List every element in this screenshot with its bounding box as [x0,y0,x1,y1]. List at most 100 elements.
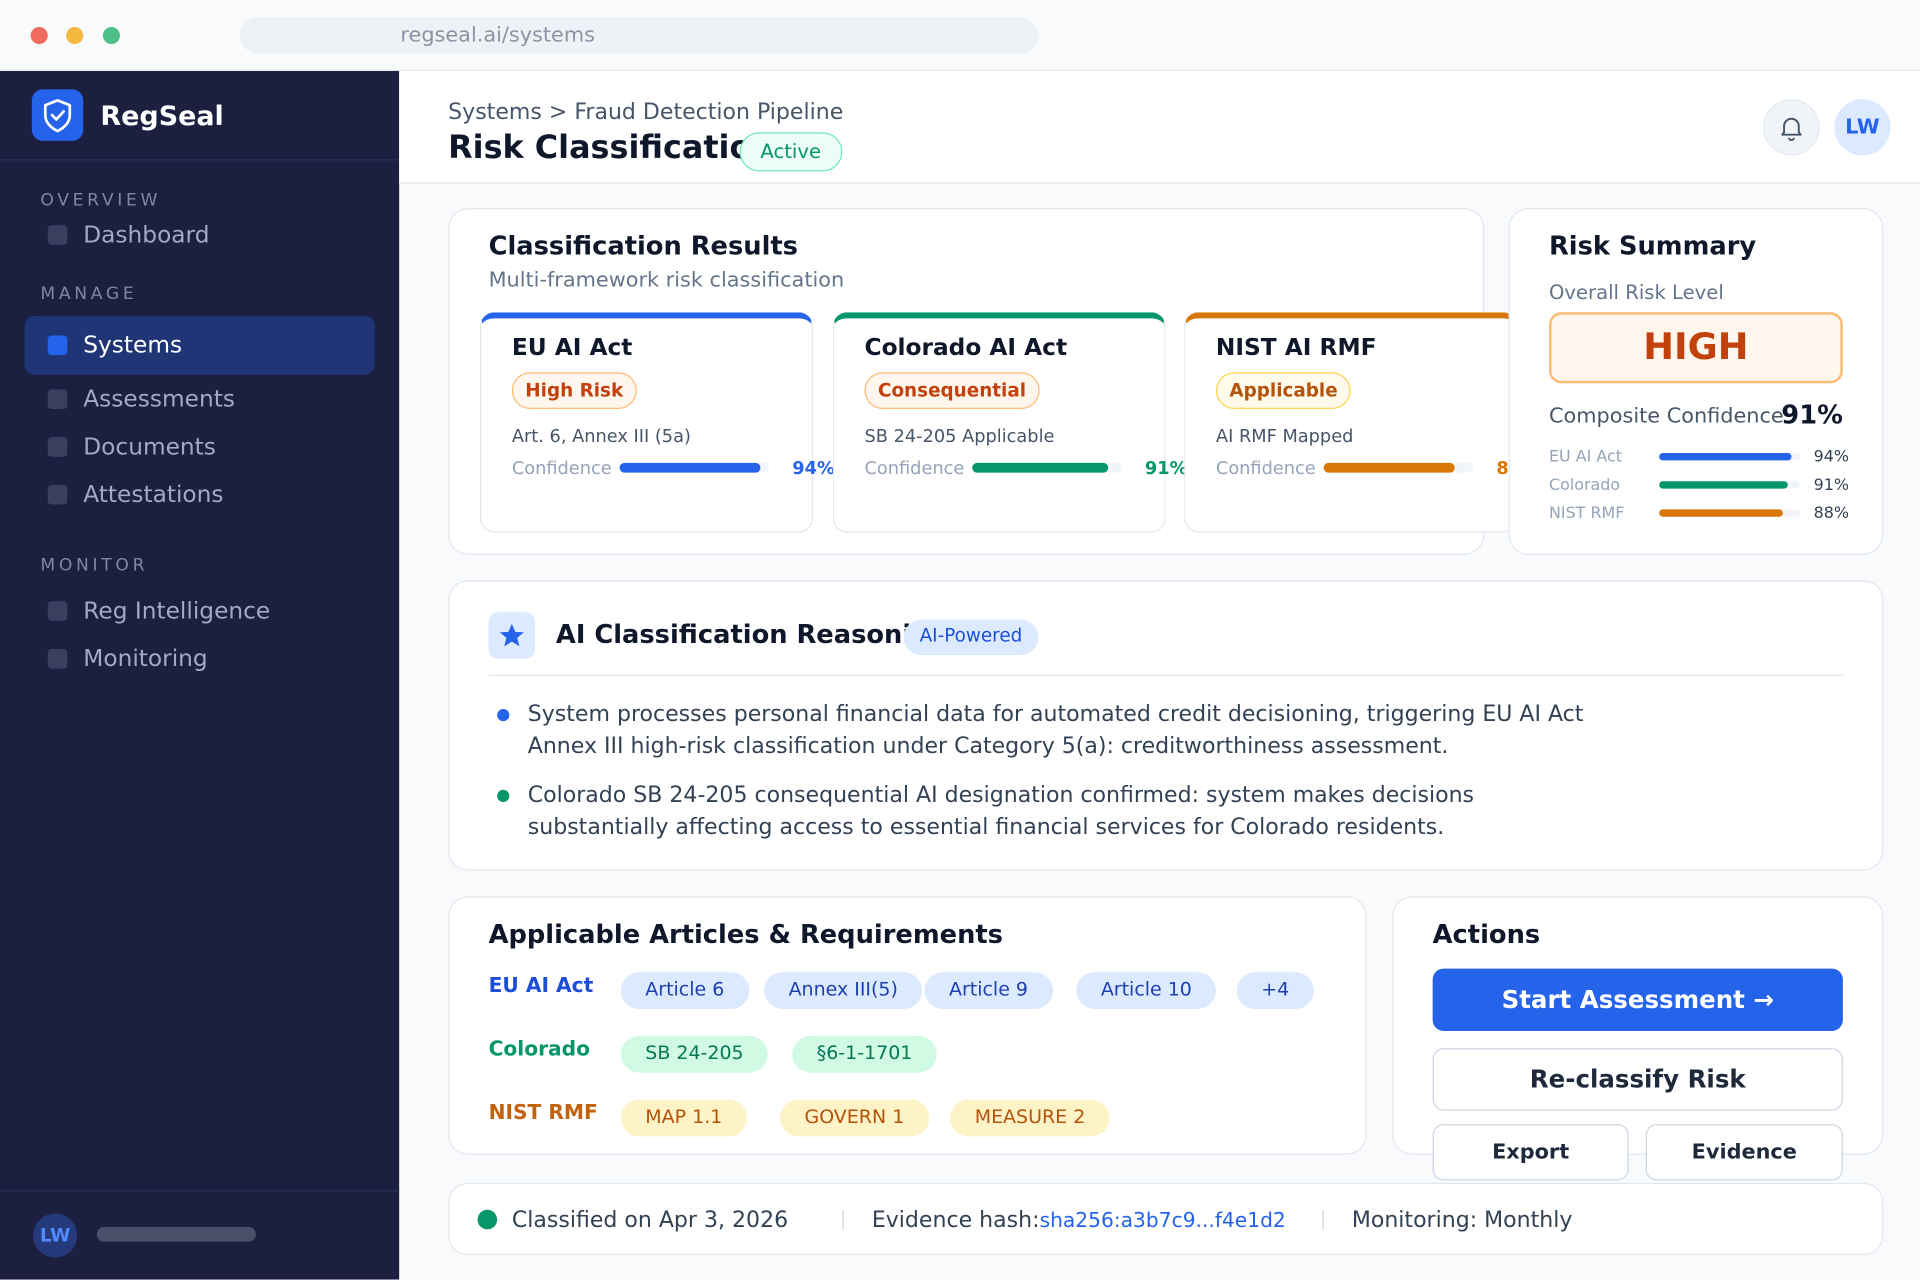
brand-name: RegSeal [100,101,224,132]
nav-item[interactable]: Monitoring [83,644,208,672]
nav-item[interactable]: Dashboard [83,221,210,248]
framework-badge: Applicable [1215,372,1352,409]
card-subtitle: Multi-framework risk classification [488,268,845,293]
primary-button-label[interactable]: Start Assessment → [1501,984,1774,1014]
requirement-tag[interactable]: Article 10 [1076,972,1217,1009]
requirement-tag[interactable]: Article 9 [924,972,1053,1009]
confidence-bar [619,462,761,473]
requirement-tag[interactable]: SB 24-205 [620,1035,769,1073]
composite-label: Composite Confidence [1548,404,1784,429]
sidebar-divider [0,1190,400,1192]
requirement-tag[interactable]: §6-1-1701 [792,1035,937,1073]
confidence-bar [1323,462,1456,473]
avatar[interactable] [1834,99,1891,156]
summary-row-value: 91% [1813,476,1849,495]
framework-name: EU AI Act [511,333,633,361]
nav-section-label: OVERVIEW [40,191,162,211]
export-button-label[interactable]: Export [1492,1140,1570,1165]
user-initials: LW [39,1223,71,1246]
separator [842,1209,844,1230]
nav-item[interactable]: Documents [83,432,216,460]
primary-button[interactable] [1432,968,1843,1032]
confidence-bar [972,462,1109,473]
nav-icon [47,225,68,245]
evidence-button-label[interactable]: Evidence [1691,1140,1797,1165]
summary-row-value: 88% [1813,504,1849,523]
nav-section-label: MANAGE [40,284,138,304]
confidence-label: Confidence [1215,459,1316,479]
framework-badge: High Risk [511,372,637,409]
breadcrumb: Systems > Fraud Detection Pipeline [448,98,844,125]
hash-label: Evidence hash: [871,1206,1040,1233]
requirement-tag[interactable]: +4 [1236,972,1314,1009]
secondary-button[interactable] [1432,1048,1843,1111]
summary-row-name: Colorado [1548,476,1621,495]
summary-bar [1659,481,1788,489]
confidence-value: 91% [1144,459,1188,479]
requirement-tag[interactable]: MEASURE 2 [950,1099,1110,1137]
requirement-tag[interactable]: Article 6 [620,972,749,1009]
framework-card [1184,312,1518,533]
ai-badge: AI-Powered [903,618,1039,655]
user-name-placeholder [96,1226,256,1242]
url-bar [240,17,1039,54]
nav-item[interactable]: Assessments [83,385,235,413]
summary-row-name: NIST RMF [1548,504,1625,523]
nav-item[interactable]: Reg Intelligence [83,596,271,624]
framework-detail: SB 24-205 Applicable [864,427,1055,447]
card-title: Actions [1432,918,1541,949]
nav-icon [47,648,68,669]
framework-detail: AI RMF Mapped [1215,427,1354,447]
divider [488,674,1843,676]
page-header [399,71,1920,184]
nav-item[interactable]: Attestations [83,480,224,508]
confidence-value: 94% [792,459,835,479]
confidence-label: Confidence [864,459,965,479]
evidence-button[interactable] [1645,1124,1843,1181]
status-footer [448,1182,1884,1256]
requirement-tag[interactable]: GOVERN 1 [780,1099,929,1137]
composite-value: 91% [1781,399,1843,430]
nav-item[interactable]: Systems [83,331,183,359]
card-title: Risk Summary [1548,230,1757,261]
export-button[interactable] [1432,1124,1629,1181]
url-text: regseal.ai/systems [400,23,596,48]
risk-level-box [1548,312,1843,384]
framework-label: EU AI Act [488,972,594,997]
nav-icon [47,335,68,356]
bullet-dot [497,708,510,722]
nav-section-label: MONITOR [40,555,149,576]
reasoning-point: Colorado SB 24-205 consequential AI desi… [527,782,1475,841]
window-dot [102,26,121,45]
framework-name: Colorado AI Act [864,333,1068,361]
nav-icon [47,484,68,505]
summary-row-value: 94% [1813,448,1849,467]
bullet-dot [497,789,510,803]
secondary-button-label[interactable]: Re-classify Risk [1529,1064,1746,1094]
summary-row-name: EU AI Act [1548,448,1623,467]
risk-level-label: Overall Risk Level [1548,280,1724,304]
status-badge: Active [739,132,842,172]
nav-icon [47,389,68,409]
notification-button[interactable] [1763,99,1820,156]
framework-card [832,312,1166,533]
bell-icon [1781,117,1802,142]
user-avatar [33,1213,78,1258]
sidebar-divider [0,159,400,161]
nav-icon [47,601,68,621]
evidence-hash[interactable]: sha256:a3b7c9...f4e1d2 [1039,1207,1286,1232]
requirement-tag[interactable]: Annex III(5) [764,972,923,1009]
card-title: Classification Results [488,230,798,261]
window-dot [30,26,48,45]
nav-icon [47,437,68,457]
confidence-label: Confidence [511,459,612,479]
requirement-tag[interactable]: MAP 1.1 [620,1099,747,1137]
nav-item-active[interactable] [24,315,375,375]
reasoning-card [448,580,1884,871]
framework-name: NIST AI RMF [1215,333,1377,361]
avatar-initials: LW [1845,115,1880,140]
separator [1322,1209,1324,1230]
framework-label: NIST RMF [488,1100,598,1124]
summary-bar [1659,509,1784,517]
framework-detail: Art. 6, Annex III (5a) [511,427,691,447]
